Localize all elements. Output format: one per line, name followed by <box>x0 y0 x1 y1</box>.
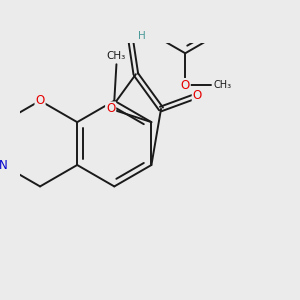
Text: H: H <box>139 31 146 41</box>
Text: O: O <box>193 89 202 102</box>
Text: CH₃: CH₃ <box>107 51 126 61</box>
Text: O: O <box>35 94 45 107</box>
Text: CH₃: CH₃ <box>213 80 231 90</box>
Text: O: O <box>181 79 190 92</box>
Text: N: N <box>0 158 7 172</box>
Text: O: O <box>106 102 115 116</box>
